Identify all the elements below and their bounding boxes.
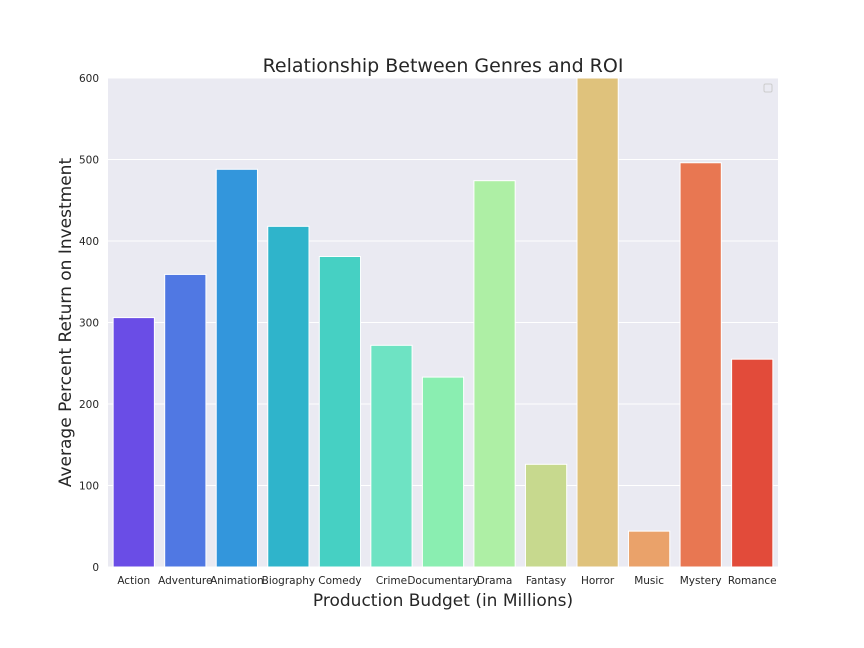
bars bbox=[112, 77, 774, 568]
y-tick-label: 600 bbox=[79, 73, 99, 85]
bar-adventure bbox=[164, 273, 207, 568]
x-tick-label: Crime bbox=[376, 575, 407, 587]
bar-crime bbox=[370, 344, 413, 568]
y-tick-labels: 0 100 200 300 400 500 600 bbox=[79, 73, 99, 574]
x-tick-label: Biography bbox=[262, 575, 316, 587]
x-axis-title: Production Budget (in Millions) bbox=[313, 591, 573, 611]
bar-mystery bbox=[679, 162, 722, 568]
bar-fantasy bbox=[524, 463, 568, 568]
bar-drama bbox=[473, 180, 516, 568]
x-tick-label: Documentary bbox=[407, 575, 478, 587]
legend-box bbox=[763, 83, 773, 93]
y-tick-label: 400 bbox=[79, 236, 99, 248]
bar-animation bbox=[215, 168, 258, 568]
y-tick-label: 200 bbox=[79, 399, 99, 411]
y-tick-label: 0 bbox=[92, 562, 99, 574]
bar-action bbox=[112, 317, 155, 568]
y-axis-title: Average Percent Return on Investment bbox=[56, 158, 76, 488]
x-tick-label: Adventure bbox=[158, 575, 212, 587]
bar-romance bbox=[731, 358, 774, 568]
x-tick-label: Animation bbox=[210, 575, 264, 587]
y-tick-label: 500 bbox=[79, 155, 99, 167]
x-tick-label: Mystery bbox=[680, 575, 722, 587]
x-tick-label: Fantasy bbox=[526, 575, 566, 587]
y-tick-label: 300 bbox=[79, 318, 99, 330]
bar-music bbox=[628, 530, 671, 568]
bar-horror bbox=[576, 77, 619, 568]
x-tick-label: Drama bbox=[477, 575, 513, 587]
x-tick-label: Comedy bbox=[318, 575, 361, 587]
y-tick-label: 100 bbox=[79, 481, 99, 493]
bar-comedy bbox=[318, 255, 362, 568]
bar-documentary bbox=[421, 376, 465, 568]
x-tick-label: Romance bbox=[728, 575, 777, 587]
x-tick-label: Music bbox=[634, 575, 664, 587]
chart-title: Relationship Between Genres and ROI bbox=[263, 55, 624, 77]
bar-biography bbox=[267, 225, 310, 568]
x-tick-label: Horror bbox=[581, 575, 615, 587]
x-tick-label: Action bbox=[117, 575, 150, 587]
